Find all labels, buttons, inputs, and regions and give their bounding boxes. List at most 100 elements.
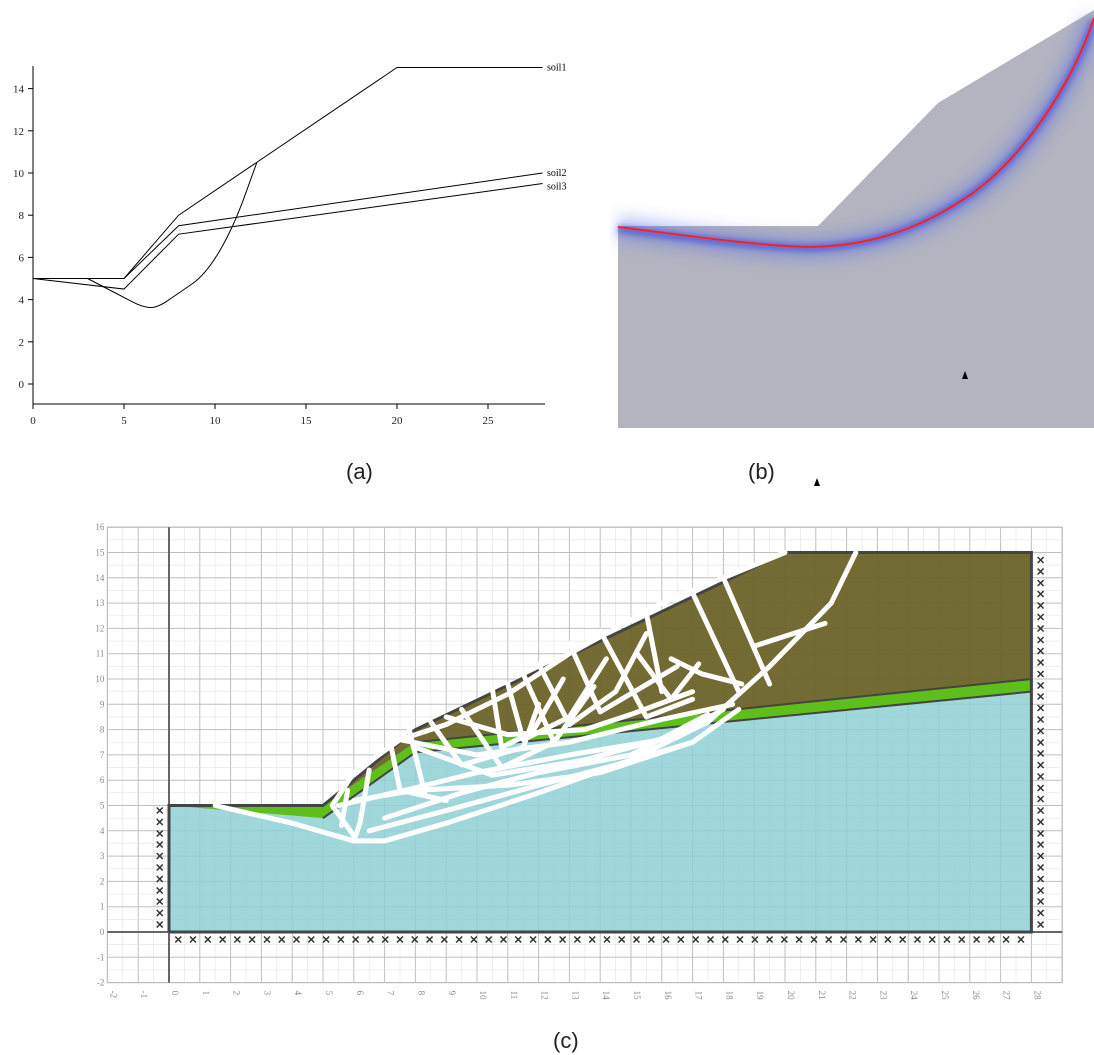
x-tick-label: 6	[355, 991, 365, 996]
support-x-icon: ✕	[277, 934, 286, 946]
support-x-icon: ✕	[1036, 862, 1045, 874]
x-tick-label: 23	[878, 991, 888, 1001]
support-x-icon: ✕	[809, 934, 818, 946]
x-tick-label: 10	[210, 415, 222, 427]
support-x-icon: ✕	[218, 934, 227, 946]
support-x-icon: ✕	[588, 934, 597, 946]
panel-c-tick-labels: -2 -1 0 1 2 3 4 5 6 7 8 9 10 11 12 13 14 15 16 17 18 19 20 21 22…	[95, 522, 1065, 1000]
x-tick-label: 17	[694, 991, 704, 1001]
x-tick-label: 28	[1032, 991, 1042, 1001]
support-x-icon: ✕	[972, 934, 981, 946]
y-tick-label: 15	[95, 548, 105, 558]
y-tick-label: 0	[100, 927, 105, 937]
x-tick-label: 29	[1063, 991, 1065, 1001]
panel-b-contour	[616, 10, 1094, 428]
support-x-icon: ✕	[155, 806, 164, 818]
support-x-icon: ✕	[1036, 874, 1045, 886]
support-x-icon: ✕	[381, 934, 390, 946]
x-tick-label: 27	[1002, 991, 1012, 1001]
y-tick-label: 13	[95, 598, 105, 608]
x-tick-label: 2	[232, 991, 242, 996]
y-tick-label: 2	[19, 337, 25, 349]
slip-surface	[459, 706, 557, 771]
support-x-icon: ✕	[1036, 840, 1045, 852]
support-x-icon: ✕	[721, 934, 730, 946]
support-x-icon: ✕	[632, 934, 641, 946]
support-x-icon: ✕	[913, 934, 922, 946]
x-tick-label: 22	[848, 991, 858, 1000]
support-x-icon: ✕	[750, 934, 759, 946]
support-x-icon: ✕	[336, 934, 345, 946]
support-x-icon: ✕	[1036, 851, 1045, 863]
support-x-icon: ✕	[898, 934, 907, 946]
support-x-icon: ✕	[573, 934, 582, 946]
y-tick-label: 5	[100, 801, 105, 811]
slip-surface	[566, 641, 680, 715]
support-x-icon: ✕	[928, 934, 937, 946]
slip-surface	[751, 620, 828, 649]
slip-surface	[720, 575, 773, 687]
support-x-icon: ✕	[1036, 646, 1045, 658]
support-x-icon: ✕	[987, 934, 996, 946]
series-soil1	[33, 67, 543, 279]
support-x-icon: ✕	[155, 919, 164, 931]
panel-a-series	[32, 67, 543, 309]
x-tick-label: -2	[108, 991, 118, 999]
support-x-icon: ✕	[455, 934, 464, 946]
slip-surface	[329, 550, 788, 839]
y-tick-label: -1	[97, 952, 105, 962]
marker-triangle-icon	[962, 371, 968, 379]
support-x-icon: ✕	[942, 934, 951, 946]
support-x-icon: ✕	[691, 934, 700, 946]
slip-surface	[597, 628, 696, 720]
y-tick-label: 11	[96, 649, 105, 659]
panel-c-boundary-supports: ✕ ✕ ✕ ✕ ✕ ✕ ✕ ✕ ✕ ✕ ✕ ✕ ✕ ✕ ✕ ✕ ✕ ✕ ✕ ✕ ✕ ✕ ✕ ✕ ✕ ✕ ✕ ✕ ✕ ✕ ✕ ✕ ✕ ✕ ✕ ✕ ✕ ✕ ✕ ✕…	[155, 555, 1045, 946]
support-x-icon: ✕	[155, 874, 164, 886]
support-x-icon: ✕	[292, 934, 301, 946]
x-tick-label: 13	[570, 991, 580, 1001]
x-tick-label: 25	[483, 415, 495, 427]
support-x-icon: ✕	[780, 934, 789, 946]
support-x-icon: ✕	[1036, 783, 1045, 795]
support-x-icon: ✕	[484, 934, 493, 946]
support-x-icon: ✕	[1036, 692, 1045, 704]
support-x-icon: ✕	[425, 934, 434, 946]
support-x-icon: ✕	[1036, 885, 1045, 897]
support-x-icon: ✕	[602, 934, 611, 946]
x-tick-label: 12	[540, 991, 550, 1000]
support-x-icon: ✕	[1036, 612, 1045, 624]
support-x-icon: ✕	[1036, 897, 1045, 909]
y-tick-label: 10	[13, 168, 25, 180]
soil3-region	[169, 691, 1032, 932]
x-tick-label: 20	[392, 415, 404, 427]
support-x-icon: ✕	[839, 934, 848, 946]
y-tick-label: 6	[19, 252, 25, 264]
x-tick-label: 4	[293, 991, 303, 996]
y-tick-label: 6	[100, 775, 105, 785]
x-tick-label: 7	[386, 991, 396, 996]
soil2-region	[169, 679, 1032, 819]
x-tick-label: 14	[601, 991, 611, 1001]
panel-c-soil-layers	[167, 551, 1033, 934]
support-x-icon: ✕	[262, 934, 271, 946]
support-x-icon: ✕	[868, 934, 877, 946]
support-x-icon: ✕	[1036, 806, 1045, 818]
support-x-icon: ✕	[366, 934, 375, 946]
slip-surface	[505, 656, 609, 743]
slip-surface	[668, 656, 745, 687]
slip-surface	[366, 739, 696, 834]
y-tick-label: 2	[100, 876, 105, 886]
support-x-icon: ✕	[1036, 635, 1045, 647]
slip-surface	[489, 676, 566, 750]
slip-surface	[351, 767, 372, 844]
support-x-icon: ✕	[1036, 919, 1045, 931]
x-tick-label: 21	[817, 991, 827, 1000]
x-tick-label: 25	[940, 991, 950, 1001]
support-x-icon: ✕	[617, 934, 626, 946]
support-x-icon: ✕	[765, 934, 774, 946]
slip-surface	[338, 787, 351, 829]
support-x-icon: ✕	[203, 934, 212, 946]
support-x-icon: ✕	[514, 934, 523, 946]
support-x-icon: ✕	[1036, 794, 1045, 806]
support-x-icon: ✕	[1036, 566, 1045, 578]
